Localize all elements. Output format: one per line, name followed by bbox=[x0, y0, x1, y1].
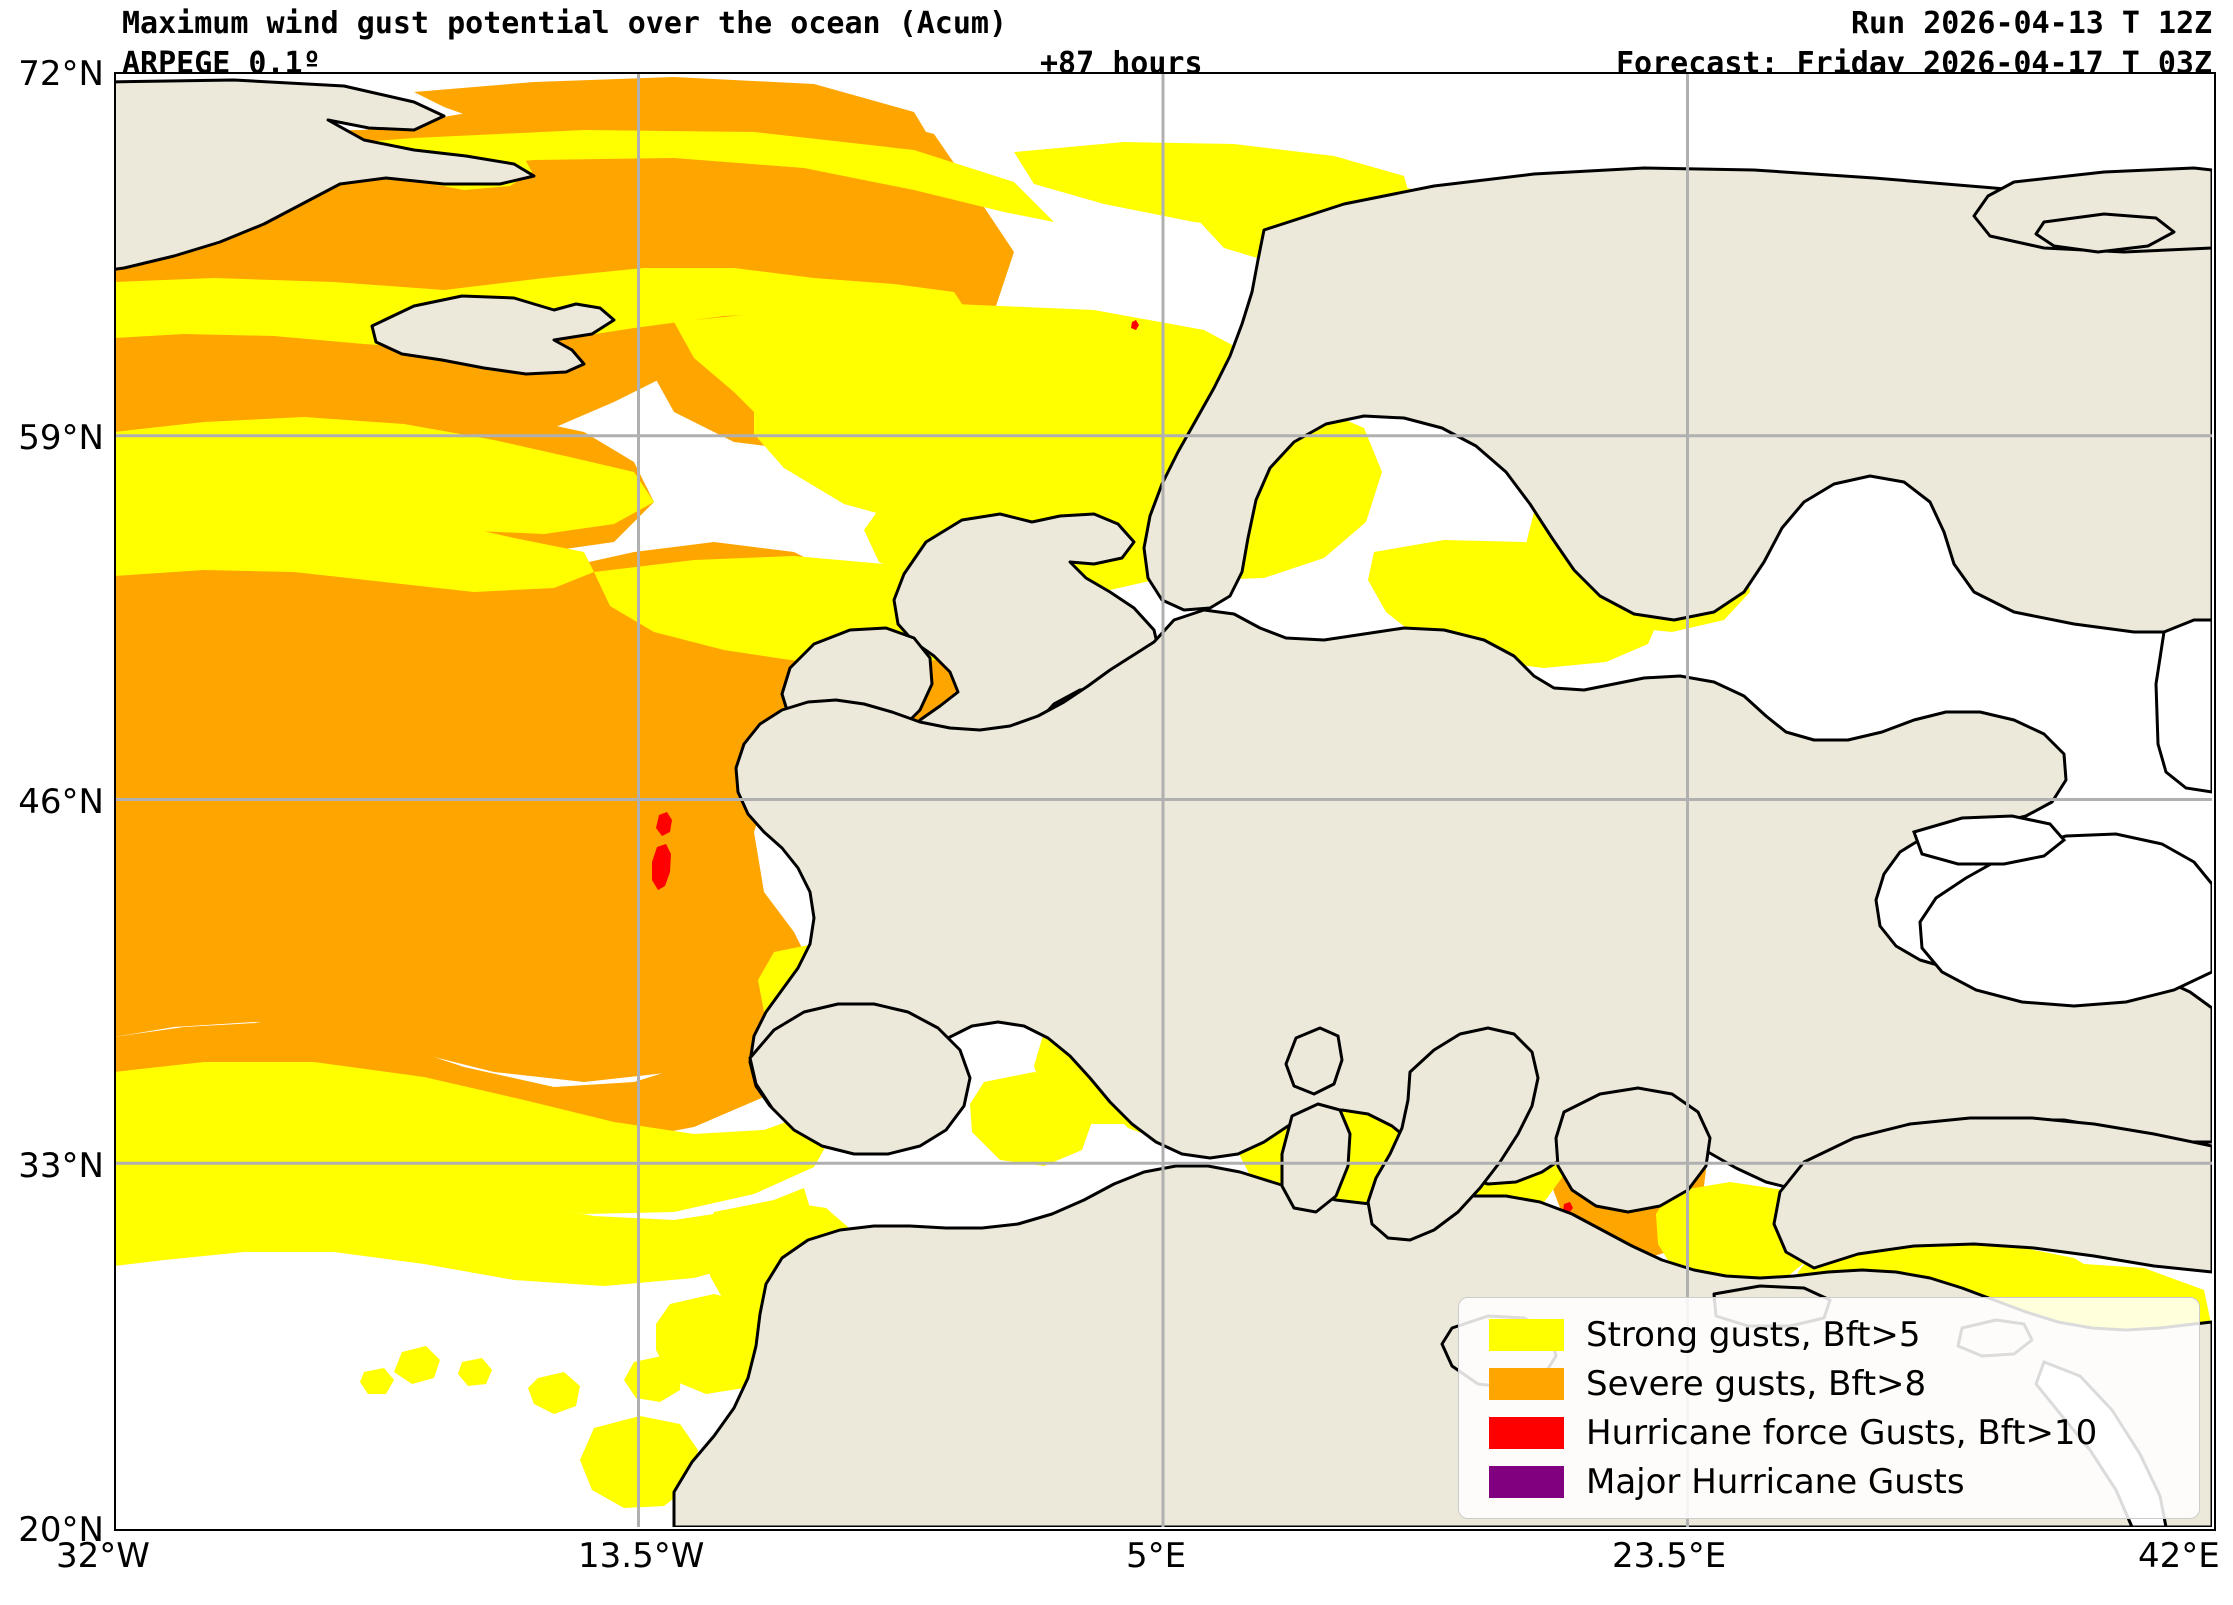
ytick-33n: 33°N bbox=[18, 1146, 104, 1186]
legend-item-severe: Severe gusts, Bft>8 bbox=[1475, 1359, 2183, 1408]
black-sea bbox=[1912, 814, 2212, 1008]
map-legend[interactable]: Strong gusts, Bft>5 Severe gusts, Bft>8 … bbox=[1458, 1297, 2200, 1519]
hurricane-gust-areas bbox=[652, 320, 1573, 1453]
legend-swatch-severe bbox=[1489, 1367, 1564, 1400]
legend-label-severe: Severe gusts, Bft>8 bbox=[1586, 1363, 1927, 1404]
caspian-sea bbox=[2154, 618, 2212, 794]
legend-label-hurricane: Hurricane force Gusts, Bft>10 bbox=[1586, 1412, 2098, 1453]
xtick-23-5e: 23.5°E bbox=[1612, 1536, 1727, 1576]
legend-swatch-major bbox=[1489, 1465, 1564, 1498]
ytick-72n: 72°N bbox=[18, 54, 104, 94]
legend-label-major: Major Hurricane Gusts bbox=[1586, 1461, 1965, 1502]
xtick-42e: 42°E bbox=[2138, 1536, 2220, 1576]
ytick-20n: 20°N bbox=[18, 1510, 104, 1550]
ytick-59n: 59°N bbox=[18, 418, 104, 458]
xtick-32w: 32°W bbox=[56, 1536, 150, 1576]
legend-item-strong: Strong gusts, Bft>5 bbox=[1475, 1310, 2183, 1359]
ytick-46n: 46°N bbox=[18, 782, 104, 822]
map-gridlines bbox=[114, 72, 2212, 1527]
page-title: Maximum wind gust potential over the oce… bbox=[122, 6, 1008, 41]
run-label: Run 2026-04-13 T 12Z bbox=[1851, 6, 2213, 41]
legend-swatch-strong bbox=[1489, 1318, 1564, 1351]
map-plot-area[interactable] bbox=[114, 72, 2212, 1527]
legend-item-major: Major Hurricane Gusts bbox=[1475, 1457, 2183, 1506]
map-svg bbox=[114, 72, 2212, 1527]
xtick-5e: 5°E bbox=[1126, 1536, 1187, 1576]
xtick-13-5w: 13.5°W bbox=[578, 1536, 705, 1576]
legend-swatch-hurricane bbox=[1489, 1416, 1564, 1449]
legend-label-strong: Strong gusts, Bft>5 bbox=[1586, 1314, 1921, 1355]
legend-item-hurricane: Hurricane force Gusts, Bft>10 bbox=[1475, 1408, 2183, 1457]
